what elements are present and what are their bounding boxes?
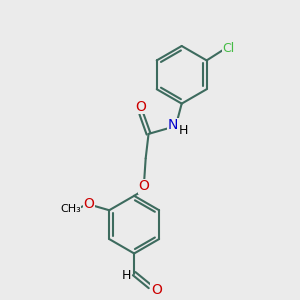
Text: O: O	[138, 179, 149, 193]
Text: O: O	[151, 283, 162, 297]
Text: N: N	[168, 118, 178, 132]
Text: CH₃: CH₃	[60, 204, 81, 214]
Text: Cl: Cl	[223, 42, 235, 56]
Text: O: O	[84, 197, 94, 212]
Text: O: O	[135, 100, 146, 113]
Text: H: H	[122, 268, 131, 282]
Text: H: H	[178, 124, 188, 137]
